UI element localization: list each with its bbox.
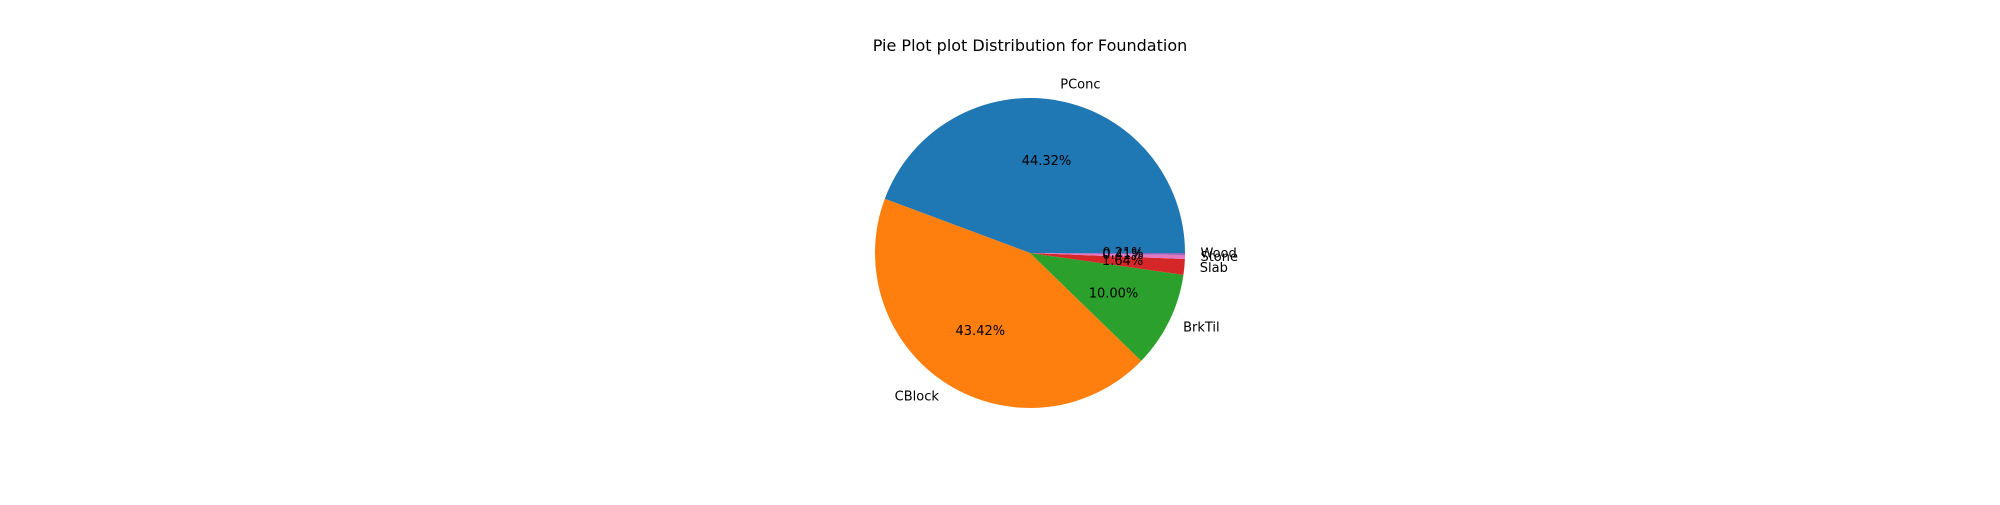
slice-percent-pconc: 44.32% xyxy=(1022,154,1072,169)
slice-label-brktil: BrkTil xyxy=(1183,321,1220,336)
pie-slice-stone xyxy=(1030,253,1185,260)
chart-title: Pie Plot plot Distribution for Foundatio… xyxy=(873,36,1188,55)
slice-label-wood: Wood xyxy=(1200,247,1236,262)
pie-slices xyxy=(874,97,1185,409)
slice-percent-stone: 0.41% xyxy=(1102,248,1143,263)
slice-label-slab: Slab xyxy=(1200,261,1228,276)
slice-percent-brktil: 10.00% xyxy=(1089,286,1139,301)
slice-label-cblock: CBlock xyxy=(895,390,940,405)
pie-slice-slab xyxy=(1030,253,1185,275)
pie-slice-brktil xyxy=(1030,253,1184,361)
slice-label-pconc: PConc xyxy=(1060,78,1100,93)
pie-slice-wood xyxy=(1030,253,1185,256)
pie-slice-pconc xyxy=(884,97,1185,254)
slice-label-stone: Stone xyxy=(1200,250,1238,265)
slice-percent-slab: 1.64% xyxy=(1102,254,1143,269)
slice-percent-wood: 0.21% xyxy=(1102,246,1143,261)
slice-percent-cblock: 43.42% xyxy=(956,324,1006,339)
pie-slice-cblock xyxy=(874,198,1142,409)
pie-labels: PConc 44.32% CBlock 43.42% BrkTil 10.00% Slab 1… xyxy=(895,78,1238,405)
